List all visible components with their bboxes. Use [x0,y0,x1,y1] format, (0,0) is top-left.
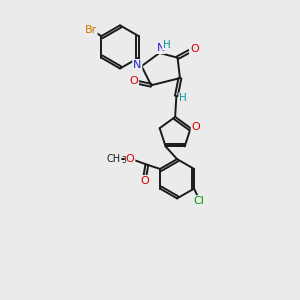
Text: Cl: Cl [193,196,204,206]
Text: CH: CH [106,154,121,164]
Text: O: O [126,154,134,164]
Text: H: H [163,40,171,50]
Text: O: O [129,76,138,86]
Text: Br: Br [84,25,97,35]
Text: 3: 3 [122,156,127,165]
Text: N: N [133,60,142,70]
Text: H: H [179,94,187,103]
Text: O: O [192,122,200,132]
Text: O: O [140,176,149,186]
Text: O: O [190,44,199,54]
Text: N: N [157,43,165,53]
